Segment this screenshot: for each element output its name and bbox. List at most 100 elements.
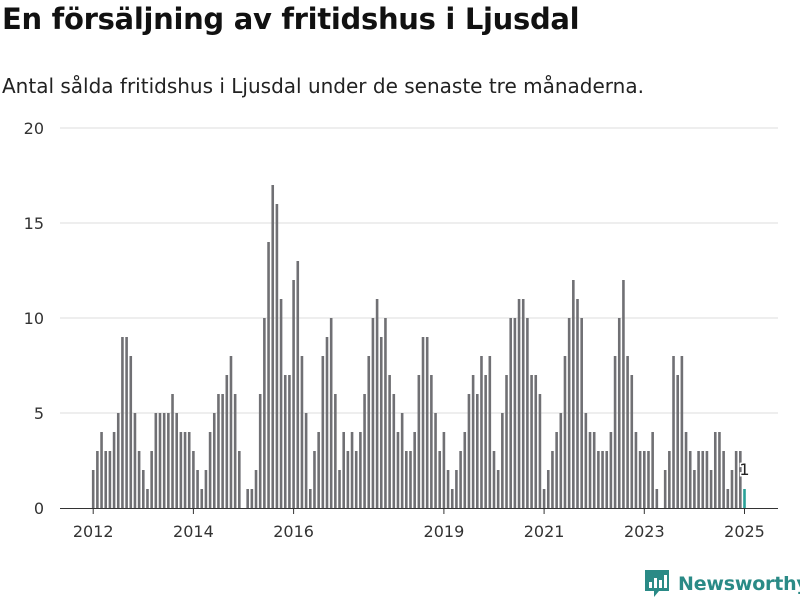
- bar: [588, 432, 592, 508]
- newsworthy-logo-icon: [645, 570, 669, 597]
- bar: [142, 470, 145, 508]
- bar: [371, 318, 375, 508]
- bar: [501, 413, 504, 508]
- bar: [112, 432, 116, 508]
- bar: [697, 451, 700, 508]
- bar: [104, 451, 108, 508]
- bar: [559, 413, 563, 508]
- bar: [651, 432, 654, 508]
- bar: [342, 432, 345, 508]
- bar: [359, 432, 362, 508]
- bar: [655, 489, 659, 508]
- x-tick-label: 2025: [724, 522, 765, 541]
- bar: [430, 375, 433, 508]
- bar: [634, 432, 638, 508]
- bar: [108, 451, 112, 508]
- bar: [722, 451, 725, 508]
- bar: [668, 451, 671, 508]
- bar: [563, 356, 567, 508]
- bar: [709, 470, 713, 508]
- x-tick-label: 2023: [624, 522, 665, 541]
- bar: [183, 432, 187, 508]
- bar: [300, 356, 304, 508]
- bar: [133, 413, 137, 508]
- bar: [258, 394, 262, 508]
- bar: [613, 356, 617, 508]
- bar: [638, 451, 642, 508]
- bar: [496, 470, 500, 508]
- bar: [546, 470, 550, 508]
- y-axis-ticks: 0 5 10 15 20: [24, 119, 44, 518]
- bar: [392, 394, 396, 508]
- chart-subtitle: Antal sålda fritidshus i Ljusdal under d…: [2, 74, 644, 98]
- brand-name: Newsworthy: [678, 573, 800, 595]
- bar: [713, 432, 717, 508]
- bar: [363, 394, 366, 508]
- bar: [555, 432, 558, 508]
- bar: [121, 337, 124, 508]
- bar: [116, 413, 120, 508]
- bar: [663, 470, 667, 508]
- y-tick-label: 10: [24, 309, 44, 328]
- bar: [597, 451, 600, 508]
- bar: [672, 356, 675, 508]
- gridlines: [60, 127, 778, 414]
- bar: [137, 451, 141, 508]
- x-tick-label: 2012: [73, 522, 114, 541]
- bar: [647, 451, 650, 508]
- bar: [480, 356, 483, 508]
- bar: [476, 394, 479, 508]
- bar: [263, 318, 266, 508]
- bar: [96, 451, 99, 508]
- bar: [246, 489, 249, 508]
- bar: [417, 375, 421, 508]
- bar: [250, 489, 254, 508]
- bar: [409, 451, 412, 508]
- bar: [367, 356, 371, 508]
- bar: [154, 413, 158, 508]
- bar: [676, 375, 679, 508]
- bar-chart: 0 5 10 15 20 2012 2014 2016 2019 2021 2023 2025 1: [24, 119, 778, 541]
- bar: [630, 375, 634, 508]
- bar: [434, 413, 437, 508]
- bar: [254, 470, 258, 508]
- bar: [350, 432, 354, 508]
- bar: [146, 489, 149, 508]
- bar: [505, 375, 508, 508]
- x-axis-ticks: 2012 2014 2016 2019 2021 2023 2025: [73, 508, 765, 541]
- bar: [313, 451, 316, 508]
- bar: [526, 318, 529, 508]
- bar: [384, 318, 387, 508]
- bar: [334, 394, 337, 508]
- bar: [317, 432, 320, 508]
- chart-title: En försäljning av fritidshus i Ljusdal: [2, 2, 580, 36]
- bar: [509, 318, 512, 508]
- bar: [739, 451, 742, 508]
- bar: [91, 470, 95, 508]
- bar: [542, 489, 546, 508]
- bar: [584, 413, 588, 508]
- bar: [221, 394, 224, 508]
- bar: [187, 432, 191, 508]
- bar: [204, 470, 208, 508]
- bar: [325, 337, 329, 508]
- bar: [271, 185, 275, 508]
- bar: [346, 451, 350, 508]
- bar: [413, 432, 416, 508]
- bar: [296, 261, 300, 508]
- bar: [459, 451, 462, 508]
- bar: [354, 451, 358, 508]
- bar: [521, 299, 525, 508]
- bar: [450, 489, 454, 508]
- bar: [576, 299, 579, 508]
- y-tick-label: 20: [24, 119, 44, 138]
- y-tick-label: 15: [24, 214, 44, 233]
- bar: [125, 337, 128, 508]
- bar: [405, 451, 408, 508]
- bar: [396, 432, 400, 508]
- bar: [705, 451, 709, 508]
- bar: [471, 375, 475, 508]
- bar: [605, 451, 609, 508]
- x-tick-label: 2019: [424, 522, 465, 541]
- y-tick-label: 5: [34, 404, 44, 423]
